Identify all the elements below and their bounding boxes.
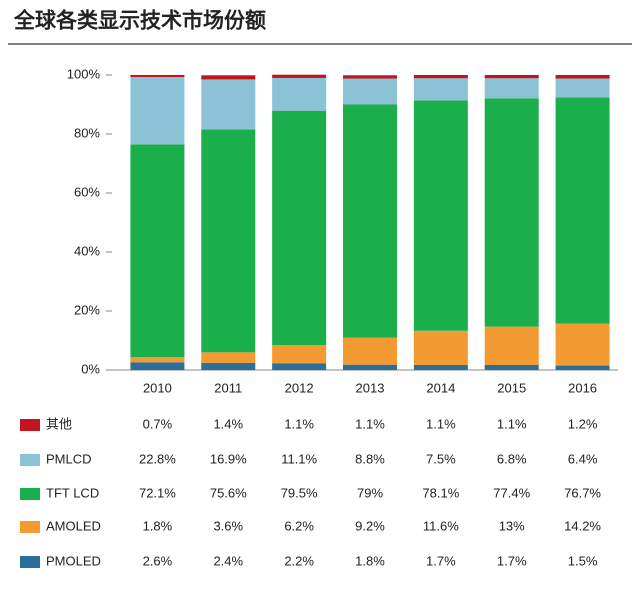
x-tick-label: 2016 — [568, 380, 597, 395]
bar-segment — [343, 75, 397, 79]
bar-segment — [201, 352, 256, 363]
chart-title: 全球各类显示技术市场份额 — [13, 8, 266, 33]
bar-segment — [272, 77, 327, 111]
table-cell: 1.8% — [143, 518, 173, 533]
bar-segment — [272, 74, 327, 78]
table-cell: 8.8% — [355, 451, 385, 466]
y-tick-label: 60% — [74, 184, 100, 199]
table-cell: 1.1% — [284, 416, 314, 431]
bar-segment — [272, 345, 327, 364]
bar-segment — [484, 326, 539, 365]
table-cell: 1.4% — [213, 416, 243, 431]
table-cell: 77.4% — [493, 485, 530, 500]
bar-segment — [130, 144, 185, 358]
table-cell: 1.8% — [355, 553, 385, 568]
bar-segment — [272, 363, 327, 370]
bar-segment — [413, 364, 468, 370]
bar-segment — [343, 337, 397, 365]
x-tick-label: 2014 — [426, 380, 455, 395]
table-cell: 1.1% — [497, 416, 527, 431]
table-cell: 11.6% — [423, 518, 459, 533]
bar-segment — [343, 364, 397, 370]
bar-segment — [343, 104, 397, 338]
bar-segment — [201, 362, 256, 370]
table-cell: 79.5% — [281, 485, 318, 500]
bar-segment — [130, 77, 185, 145]
y-tick-label: 0% — [81, 361, 100, 376]
bar-segment — [413, 75, 468, 79]
table-cell: 72.1% — [139, 485, 176, 500]
legend-swatch — [20, 419, 40, 431]
table-cell: 22.8% — [139, 451, 176, 466]
table-cell: 6.4% — [568, 451, 598, 466]
legend-swatch — [20, 454, 40, 466]
table-cell: 0.7% — [143, 416, 173, 431]
table-cell: 6.8% — [497, 451, 527, 466]
table-cell: 75.6% — [210, 485, 247, 500]
legend-swatch — [20, 488, 40, 500]
table-cell: 1.1% — [426, 416, 456, 431]
table-cell: 14.2% — [564, 518, 601, 533]
table-cell: 2.4% — [213, 553, 243, 568]
x-tick-label: 2013 — [356, 380, 385, 395]
table-cell: 9.2% — [355, 518, 385, 533]
bar-segment — [343, 78, 397, 105]
legend-label: TFT LCD — [46, 485, 99, 500]
table-cell: 6.2% — [284, 518, 314, 533]
table-cell: 78.1% — [422, 485, 459, 500]
legend-swatch — [20, 521, 40, 533]
legend-label: PMLCD — [46, 451, 92, 466]
table-cell: 11.1% — [281, 451, 317, 466]
y-tick-label: 80% — [74, 125, 100, 140]
bar-segment — [130, 357, 185, 363]
table-cell: 16.9% — [210, 451, 247, 466]
x-tick-label: 2011 — [214, 380, 242, 395]
bar-segment — [413, 330, 468, 365]
table-cell: 1.7% — [497, 553, 527, 568]
bar-segment — [484, 364, 539, 370]
table-cell: 2.2% — [284, 553, 314, 568]
bar-segment — [555, 323, 610, 366]
x-tick-label: 2012 — [285, 380, 314, 395]
bar-segment — [201, 79, 256, 130]
bar-segment — [130, 75, 185, 78]
bar-segment — [555, 75, 610, 79]
legend-label: 其他 — [46, 416, 72, 431]
bar-segment — [484, 98, 539, 327]
table-cell: 13% — [499, 518, 525, 533]
y-tick-label: 100% — [67, 66, 101, 81]
bar-segment — [413, 78, 468, 101]
table-cell: 1.5% — [568, 553, 598, 568]
table-cell: 76.7% — [564, 485, 601, 500]
table-cell: 79% — [357, 485, 383, 500]
table-cell: 1.2% — [568, 416, 598, 431]
table-cell: 3.6% — [213, 518, 243, 533]
table-cell: 1.1% — [355, 416, 385, 431]
bar-segment — [555, 97, 610, 324]
legend-label: PMOLED — [46, 553, 101, 568]
bar-segment — [555, 78, 610, 98]
bar-segment — [555, 365, 610, 370]
bar-segment — [484, 78, 539, 99]
bar-segment — [201, 129, 256, 353]
x-tick-label: 2010 — [143, 380, 172, 395]
bar-segment — [413, 100, 468, 331]
bar-segment — [484, 75, 539, 79]
legend-swatch — [20, 556, 40, 568]
bar-segment — [272, 110, 327, 346]
legend-label: AMOLED — [46, 518, 101, 533]
table-cell: 1.7% — [426, 553, 456, 568]
x-tick-label: 2015 — [497, 380, 526, 395]
y-tick-label: 40% — [74, 243, 100, 258]
bar-segment — [130, 362, 185, 370]
y-tick-label: 20% — [74, 302, 100, 317]
table-cell: 2.6% — [143, 553, 173, 568]
bar-segment — [201, 75, 256, 80]
table-cell: 7.5% — [426, 451, 456, 466]
